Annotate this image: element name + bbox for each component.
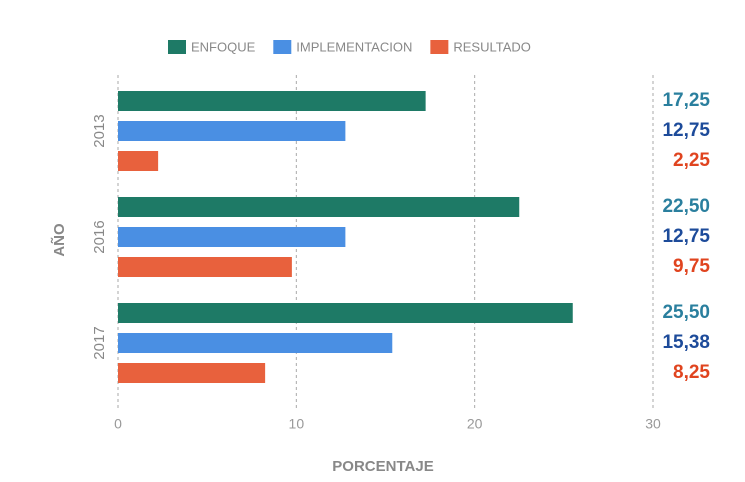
x-tick-label: 0 [114, 416, 122, 432]
value-label: 8,25 [673, 362, 710, 383]
value-label: 15,38 [662, 332, 710, 353]
bar [118, 121, 346, 141]
x-tick-label: 30 [645, 416, 661, 432]
bar [118, 363, 266, 383]
bar [118, 91, 426, 111]
legend-swatch [430, 40, 449, 54]
x-tick-label: 10 [289, 416, 305, 432]
x-tick-label: 20 [467, 416, 483, 432]
legend-swatch [273, 40, 292, 54]
value-label: 9,75 [673, 256, 710, 277]
y-tick-label: 2013 [91, 114, 108, 147]
legend-label: ENFOQUE [191, 39, 256, 54]
legend-label: RESULTADO [453, 39, 531, 54]
bar [118, 197, 520, 217]
y-tick-label: 2017 [91, 326, 108, 359]
y-tick-label: 2016 [91, 220, 108, 253]
bar [118, 303, 573, 323]
bar [118, 257, 292, 277]
bar [118, 333, 393, 353]
legend-swatch [168, 40, 186, 54]
value-label: 17,25 [662, 90, 710, 111]
x-axis-label: PORCENTAJE [332, 458, 433, 475]
y-axis-label: AÑO [50, 223, 68, 257]
bar [118, 227, 346, 247]
legend-label: IMPLEMENTACION [296, 39, 412, 54]
value-label: 22,50 [662, 196, 710, 217]
value-label: 12,75 [662, 120, 710, 141]
value-label: 25,50 [662, 302, 710, 323]
value-label: 12,75 [662, 226, 710, 247]
value-label: 2,25 [673, 150, 710, 171]
bar [118, 151, 159, 171]
